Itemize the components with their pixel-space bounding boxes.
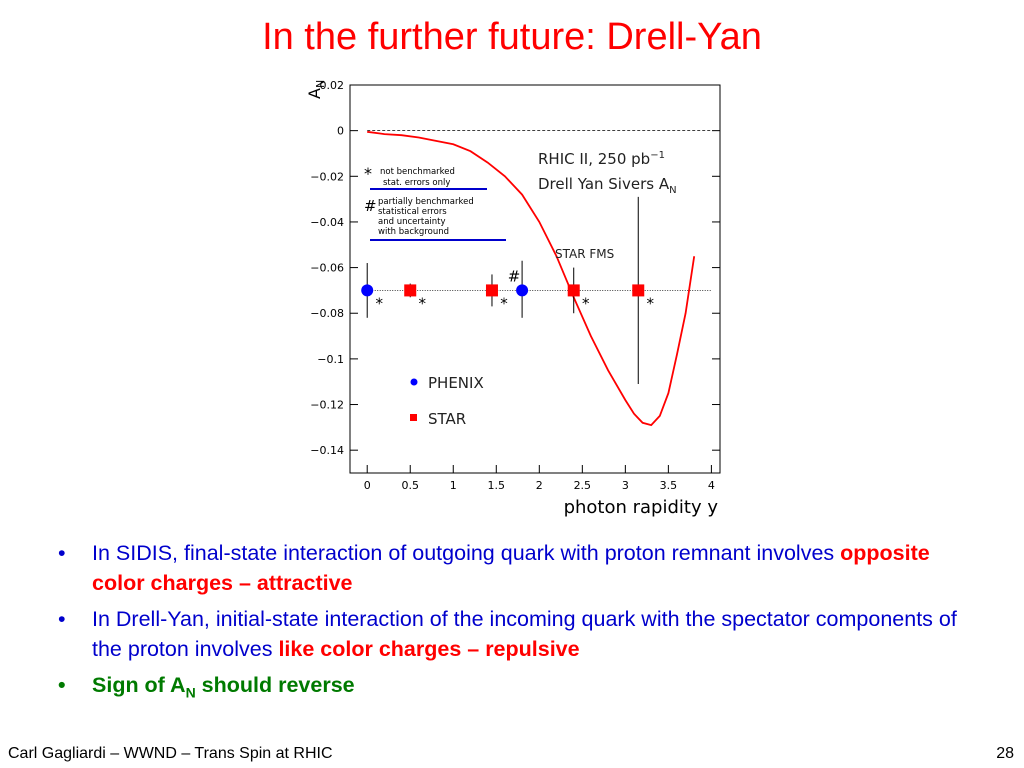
y-tick-label: −0.06 [310,262,344,275]
data-point-flag: * [500,294,508,312]
y-tick-label: −0.02 [310,170,344,183]
y-tick-label: −0.04 [310,216,344,229]
bullet-item: • In SIDIS, final-state interaction of o… [58,538,978,598]
bullet-text: In Drell-Yan, initial-state interaction … [92,607,957,661]
bullet-dot: • [58,541,66,565]
data-point-flag: # [508,267,521,285]
data-point-star [404,284,417,297]
star-fms-label: STAR FMS [555,247,614,261]
x-tick-label: 1 [450,479,457,492]
bullet-item-conclusion: • Sign of AN should reverse [58,670,978,707]
x-tick-label: 1.5 [488,479,506,492]
y-axis-label: AN [305,80,327,99]
bullet-emphasis: opposite color charges – attractive [92,541,930,595]
legend-label-phenix: PHENIX [428,374,484,392]
data-point-flag: * [375,294,383,312]
key-text-line: statistical errors [378,207,447,217]
y-tick-label: −0.1 [317,353,344,366]
page-number: 28 [996,745,1014,762]
bullet-subscript: N [185,684,196,701]
bullet-item: • In Drell-Yan, initial-state interactio… [58,604,978,664]
data-point-star [485,284,498,297]
bullet-text: should reverse [195,673,355,697]
data-point-flag: * [647,294,655,312]
x-tick-label: 0 [364,479,371,492]
key-text-line: stat. errors only [383,178,450,188]
data-point-star [632,284,645,297]
key-symbol-hash: # [364,197,377,215]
chart: 0.02 0 −0.02 −0.04 −0.06 −0.08 −0.1 −0.12 −0.14 0… [305,79,721,518]
y-tick-label: 0.02 [320,79,345,92]
slide-title: In the further future: Drell-Yan [262,16,762,58]
plot-frame [349,84,721,474]
data-point-phenix [516,284,529,297]
key-symbol-star: * [364,164,372,183]
y-tick-label: 0 [337,125,344,138]
x-axis-label: photon rapidity y [564,497,719,518]
x-tick-label: 4 [708,479,715,492]
key-text-line: and uncertainty [378,217,446,227]
footer-author: Carl Gagliardi – WWND – Trans Spin at RH… [8,745,333,762]
x-tick-label: 3.5 [660,479,678,492]
annotation-line1: RHIC II, 250 pb−1 [538,150,665,168]
bullet-dot: • [58,673,66,697]
legend-marker-phenix [410,378,418,386]
data-point-flag: * [582,294,590,312]
bullet-text: In SIDIS, final-state interaction of out… [92,541,841,565]
bullet-text: Sign of A [92,673,186,697]
data-point-star [567,284,580,297]
x-tick-label: 2 [536,479,543,492]
key-text-line: partially benchmarked [378,197,474,207]
y-tick-label: −0.08 [310,307,344,320]
key-text-line: with background [378,227,449,237]
x-tick-label: 2.5 [574,479,592,492]
x-tick-label: 3 [622,479,629,492]
data-point-phenix [361,284,374,297]
x-tick-label: 0.5 [401,479,419,492]
bullet-dot: • [58,607,66,631]
annotation-line2: Drell Yan Sivers AN [538,175,677,196]
key-text-line: not benchmarked [380,167,455,177]
bullet-emphasis: like color charges – repulsive [278,637,580,661]
y-tick-label: −0.12 [310,399,344,412]
series-line-curve [367,130,696,427]
legend-label-star: STAR [428,410,466,428]
data-point-flag: * [418,294,426,312]
y-tick-label: −0.14 [310,444,344,457]
bullet-list: • In SIDIS, final-state interaction of o… [58,538,978,713]
legend-marker-star [410,414,417,421]
